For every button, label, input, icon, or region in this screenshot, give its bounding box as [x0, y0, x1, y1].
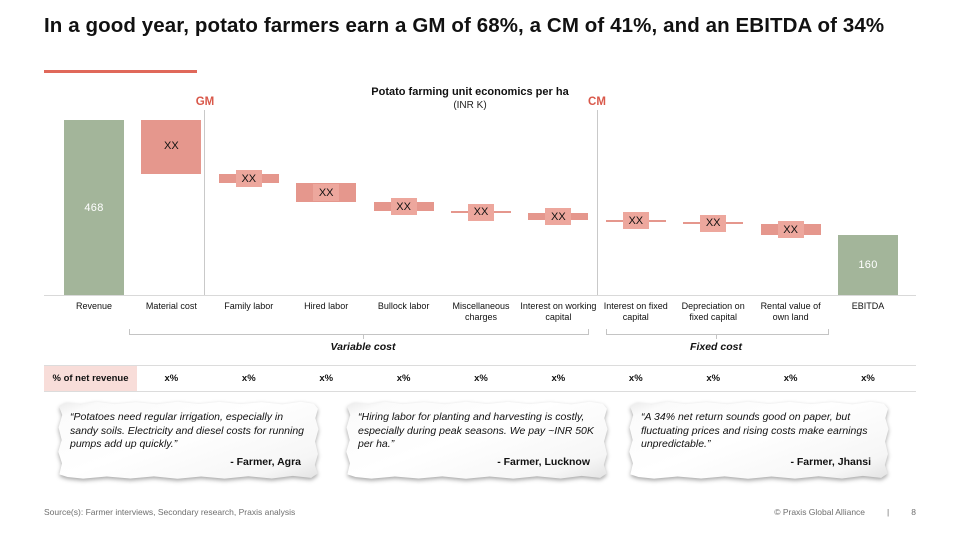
torn-paper-background: “Hiring labor for planting and harvestin…	[346, 401, 608, 479]
bar-value-chip: XX	[700, 214, 727, 232]
pct-value: x%	[164, 373, 179, 384]
category-label: Interest on working capital	[520, 301, 597, 323]
page-number: 8	[911, 507, 916, 517]
pct-row-top-border	[44, 365, 916, 366]
gm-divider-line	[204, 110, 205, 295]
quote-attribution: - Farmer, Jhansi	[790, 456, 871, 468]
chart-title: Potato farming unit economics per ha	[371, 86, 569, 98]
variable-cost-bracket	[129, 329, 589, 335]
cm-label: CM	[588, 96, 606, 108]
quote-attribution: - Farmer, Lucknow	[497, 456, 590, 468]
copyright-text: © Praxis Global Alliance	[774, 507, 866, 517]
variable-cost-bracket-tick	[363, 335, 364, 339]
title-accent-rule	[44, 70, 197, 73]
bar-value-chip: XX	[622, 212, 649, 230]
pct-row-bottom-border	[44, 391, 916, 392]
bar-value-chip: XX	[313, 184, 340, 202]
bar-value-chip: XX	[235, 170, 262, 188]
bar-value-chip: XX	[468, 203, 494, 221]
quote-card-jhansi: “A 34% net return sounds good on paper, …	[628, 401, 889, 479]
bar-value-chip: XX	[390, 198, 417, 216]
quote-text: “Potatoes need regular irrigation, espec…	[70, 411, 305, 451]
quote-card-lucknow: “Hiring labor for planting and harvestin…	[345, 401, 608, 479]
quote-attribution: - Farmer, Agra	[230, 456, 301, 468]
category-label: Hired labor	[304, 301, 349, 311]
bar-revenue: 468	[64, 120, 124, 295]
cm-divider-line	[597, 110, 598, 295]
pct-row-label: % of net revenue	[44, 366, 137, 391]
category-label: EBITDA	[851, 301, 885, 311]
category-label: Miscellaneous charges	[452, 301, 510, 323]
quote-text: “Hiring labor for planting and harvestin…	[358, 411, 594, 451]
category-label: Revenue	[75, 301, 113, 311]
chart-subtitle: (INR K)	[453, 100, 487, 111]
pct-value: x%	[241, 373, 256, 384]
category-label: Depreciation on fixed capital	[681, 301, 745, 323]
bar-value-label: 160	[858, 259, 878, 272]
fixed-cost-group-label: Fixed cost	[690, 341, 742, 353]
source-note: Source(s): Farmer interviews, Secondary …	[44, 507, 296, 517]
fixed-cost-bracket	[606, 329, 829, 335]
torn-paper-background: “Potatoes need regular irrigation, espec…	[58, 401, 319, 479]
category-label: Material cost	[145, 301, 197, 311]
category-label: Rental value of own land	[760, 301, 821, 323]
pct-value: x%	[396, 373, 411, 384]
page-title: In a good year, potato farmers earn a GM…	[44, 14, 885, 37]
quote-text: “A 34% net return sounds good on paper, …	[641, 411, 868, 451]
x-axis-line	[44, 295, 916, 296]
torn-paper-background: “A 34% net return sounds good on paper, …	[629, 401, 889, 479]
pct-value: x%	[706, 373, 721, 384]
category-label: Bullock labor	[377, 301, 430, 311]
category-label: Interest on fixed capital	[603, 301, 668, 323]
pct-value: x%	[861, 373, 875, 384]
bar-value-label: 468	[84, 201, 104, 214]
fixed-cost-bracket-tick	[716, 335, 717, 339]
bar-ebitda: 160	[838, 235, 898, 295]
bar-value-chip: XX	[777, 221, 804, 239]
footer-right: © Praxis Global Alliance | 8	[774, 507, 916, 517]
bar-value-label: XX	[164, 139, 179, 152]
gm-label: GM	[195, 96, 215, 108]
pct-value: x%	[319, 373, 334, 384]
pct-value: x%	[628, 373, 643, 384]
pct-value: x%	[783, 373, 798, 384]
quote-card-agra: “Potatoes need regular irrigation, espec…	[57, 401, 319, 479]
pct-value: x%	[551, 373, 566, 384]
footer-divider: |	[887, 507, 890, 517]
category-label: Family labor	[224, 301, 274, 311]
bar-value-chip: XX	[545, 208, 572, 226]
bar-material-cost: XX	[141, 120, 202, 174]
pct-value: x%	[474, 373, 488, 384]
variable-cost-group-label: Variable cost	[330, 341, 396, 353]
